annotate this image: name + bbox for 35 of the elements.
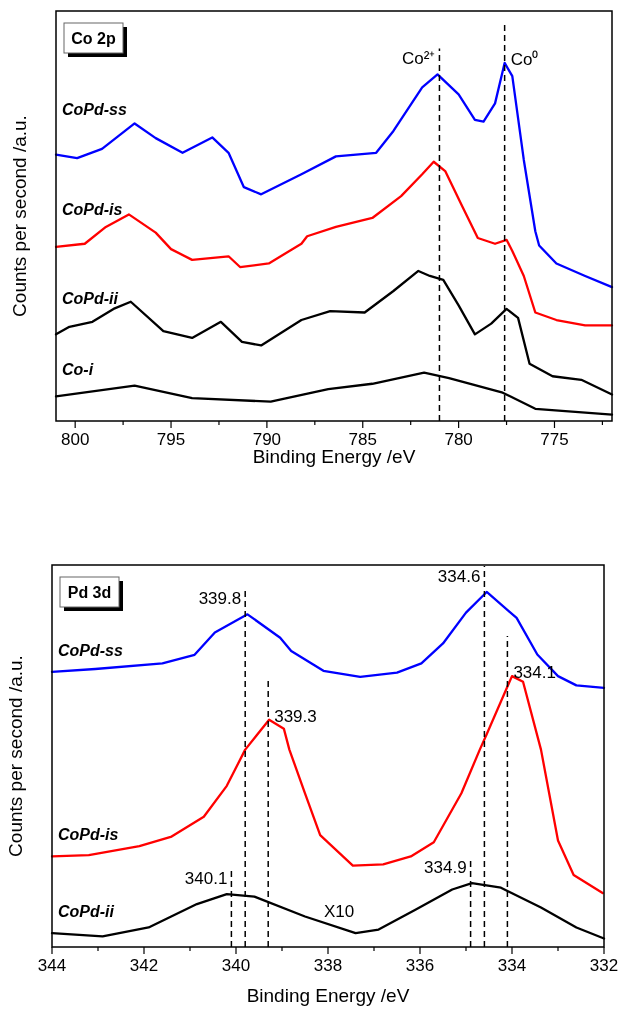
ref-line-label: Co²⁺: [402, 49, 436, 69]
series-label: CoPd-ii: [62, 289, 119, 307]
annotation: X10: [323, 902, 355, 922]
series-label: Co-i: [62, 360, 94, 378]
x-tick-label: 775: [540, 430, 569, 449]
x-tick-label: 334: [497, 956, 527, 975]
series-label: CoPd-ss: [58, 641, 123, 659]
ref-line-label: 334.9: [424, 858, 467, 878]
chart-title: Pd 3d: [67, 584, 112, 601]
series-label: CoPd-ii: [58, 903, 115, 921]
x-tick-label: 800: [60, 430, 90, 449]
series-label: CoPd-is: [58, 826, 119, 844]
x-tick-label: 338: [313, 956, 343, 975]
ref-line-label: 334.1: [513, 663, 556, 683]
y-axis-title: Counts per second /a.u.: [5, 655, 26, 857]
x-axis-title: Binding Energy /eV: [252, 446, 416, 467]
y-axis-title: Counts per second /a.u.: [9, 115, 30, 317]
series-label: CoPd-is: [62, 200, 123, 218]
x-tick-label: 332: [589, 956, 618, 975]
x-tick-label: 342: [129, 956, 159, 975]
ref-line-label: 339.8: [198, 589, 242, 609]
x-tick-label: 790: [252, 430, 282, 449]
series-label: CoPd-ss: [62, 100, 127, 118]
x-tick-label: 785: [348, 430, 377, 449]
ref-line-label: Co⁰: [510, 49, 539, 69]
ref-line-label: 340.1: [184, 869, 228, 889]
x-tick-label: 795: [156, 430, 186, 449]
x-tick-label: 340: [221, 956, 251, 975]
x-tick-label: 336: [405, 956, 435, 975]
ref-line-label: 334.6: [437, 566, 481, 586]
x-tick-label: 344: [37, 956, 67, 975]
x-axis-title: Binding Energy /eV: [246, 985, 410, 1006]
chart-title: Co 2p: [71, 30, 116, 47]
ref-line-label: 339.3: [274, 706, 317, 726]
x-tick-label: 780: [444, 430, 473, 449]
